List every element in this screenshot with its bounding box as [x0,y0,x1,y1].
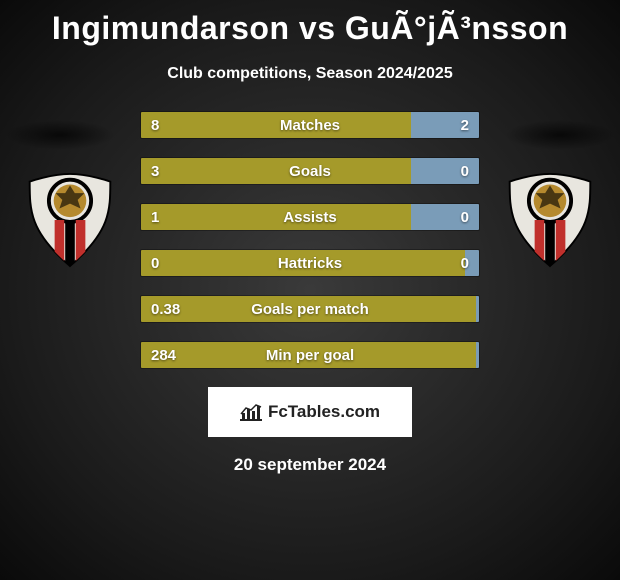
stats-bars: 8 Matches 2 3 Goals 0 1 Assists 0 0 Hatt… [140,111,480,369]
fctables-badge[interactable]: FcTables.com [208,387,412,437]
bar-val-right: 0 [461,204,469,230]
bar-row-gpm: 0.38 Goals per match [140,295,480,323]
club-logo-right [502,172,598,268]
club-shadow-left [5,120,115,150]
page-title: Ingimundarson vs GuÃ°jÃ³nsson [0,0,620,47]
club-shadow-right [505,120,615,150]
bar-row-mpg: 284 Min per goal [140,341,480,369]
bar-label: Min per goal [141,342,479,368]
bar-label: Goals per match [141,296,479,322]
date-line: 20 september 2024 [0,455,620,475]
fctables-label: FcTables.com [268,402,380,422]
bar-row-goals: 3 Goals 0 [140,157,480,185]
bar-val-right: 0 [461,250,469,276]
bar-label: Hattricks [141,250,479,276]
bar-row-matches: 8 Matches 2 [140,111,480,139]
bar-label: Matches [141,112,479,138]
club-logo-left [22,172,118,268]
bar-label: Assists [141,204,479,230]
bar-val-right: 0 [461,158,469,184]
subtitle: Club competitions, Season 2024/2025 [0,65,620,83]
chart-icon [240,403,262,421]
bar-label: Goals [141,158,479,184]
bar-row-assists: 1 Assists 0 [140,203,480,231]
bar-val-right: 2 [461,112,469,138]
bar-row-hattricks: 0 Hattricks 0 [140,249,480,277]
